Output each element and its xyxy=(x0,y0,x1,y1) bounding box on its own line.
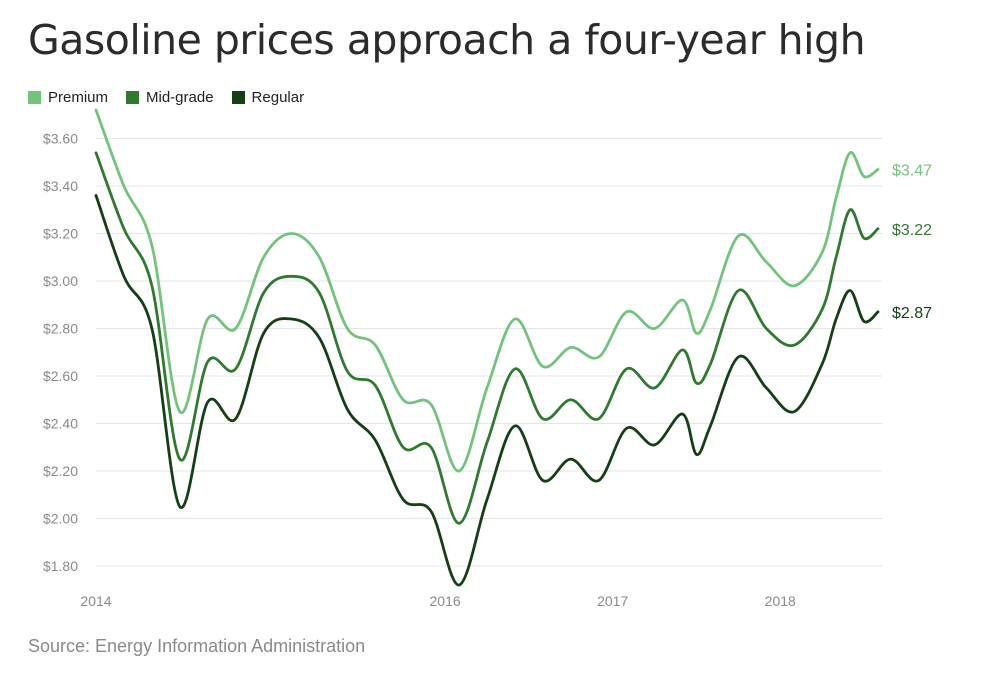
y-tick-label: $3.20 xyxy=(43,226,78,242)
x-tick-label: 2017 xyxy=(597,593,628,609)
legend-label-regular: Regular xyxy=(251,89,305,106)
y-tick-label: $2.20 xyxy=(43,463,78,479)
legend: Premium Mid-grade Regular xyxy=(28,89,304,106)
y-tick-label: $3.40 xyxy=(43,178,78,194)
series-line-regular xyxy=(94,194,880,587)
x-tick-label: 2018 xyxy=(765,593,796,609)
chart-title: Gasoline prices approach a four-year hig… xyxy=(28,16,866,64)
legend-swatch-mid-grade xyxy=(126,91,140,104)
y-tick-label: $3.60 xyxy=(43,131,78,147)
end-value-label-mid-grade: $3.22 xyxy=(892,222,932,239)
legend-label-mid-grade: Mid-grade xyxy=(146,89,214,106)
source-note: Source: Energy Information Administratio… xyxy=(28,636,366,656)
y-tick-label: $2.00 xyxy=(43,511,78,527)
y-tick-label: $2.80 xyxy=(43,321,78,337)
y-tick-label: $2.40 xyxy=(43,416,78,432)
y-tick-label: $1.80 xyxy=(43,558,78,574)
x-tick-label: 2016 xyxy=(430,593,461,609)
y-tick-label: $2.60 xyxy=(43,368,78,384)
legend-item-mid-grade: Mid-grade xyxy=(126,89,214,106)
x-tick-label: 2014 xyxy=(80,593,111,609)
legend-swatch-regular xyxy=(231,91,245,104)
legend-item-premium: Premium xyxy=(28,89,108,106)
end-value-label-premium: $3.47 xyxy=(892,162,932,179)
series-line-mid-grade xyxy=(94,151,880,525)
end-value-label-regular: $2.87 xyxy=(892,305,932,322)
y-tick-label: $3.00 xyxy=(43,273,78,289)
legend-item-regular: Regular xyxy=(231,89,305,106)
legend-label-premium: Premium xyxy=(48,89,109,106)
legend-swatch-premium xyxy=(28,91,41,104)
series-line-premium xyxy=(94,108,880,473)
